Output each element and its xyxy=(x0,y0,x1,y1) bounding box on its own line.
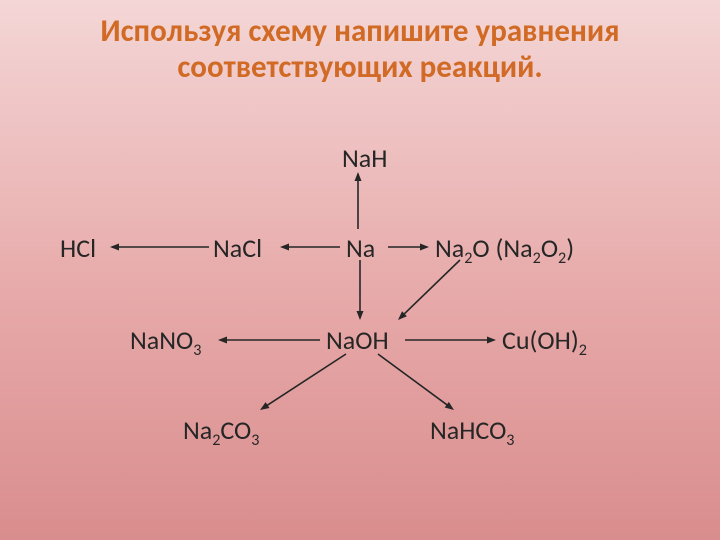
subscript: 2 xyxy=(464,249,472,268)
arrow-head xyxy=(110,244,119,251)
subscript: 2 xyxy=(579,341,587,360)
subscript: 3 xyxy=(506,431,514,450)
title-line2: соответствующих реакций. xyxy=(177,48,542,86)
arrow-head xyxy=(398,311,407,320)
formula-nah: NaH xyxy=(342,142,387,174)
arrow-head xyxy=(420,244,429,251)
formula-nano3: NaNO3 xyxy=(130,324,201,356)
arrow-head xyxy=(280,244,289,251)
slide-root: Используя схему напишите уравнения соотв… xyxy=(0,0,720,540)
subscript: 3 xyxy=(193,341,201,360)
arrow-line xyxy=(262,354,346,409)
formula-cuoh2: Cu(OH)2 xyxy=(502,324,587,356)
slide-title: Используя схему напишите уравнения соотв… xyxy=(0,14,720,85)
formula-nacl: NaCl xyxy=(213,232,262,264)
arrow-line xyxy=(378,354,452,409)
formula-nahco3: NaHCO3 xyxy=(430,414,514,446)
formula-na2o: Na2O (Na2O2) xyxy=(435,232,574,264)
formula-hcl: HCl xyxy=(60,232,96,264)
arrow-head xyxy=(218,337,227,344)
title-line1: Используя схему напишите уравнения xyxy=(100,12,619,50)
subscript: 2 xyxy=(212,431,220,450)
arrow-head xyxy=(357,311,364,320)
subscript: 2 xyxy=(533,249,541,268)
arrow-line xyxy=(399,260,460,319)
arrow-head xyxy=(487,337,496,344)
formula-na2co3: Na2CO3 xyxy=(183,414,259,446)
formula-na: Na xyxy=(346,232,375,264)
subscript: 2 xyxy=(558,249,566,268)
formula-naoh: NaOH xyxy=(326,324,389,356)
arrow-head xyxy=(445,402,454,410)
arrow-head xyxy=(260,402,269,410)
subscript: 3 xyxy=(251,431,259,450)
